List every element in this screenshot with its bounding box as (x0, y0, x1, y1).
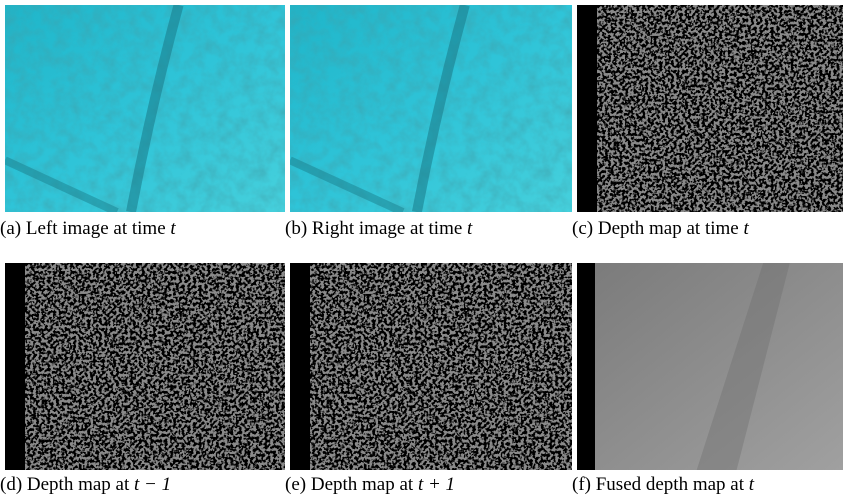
caption: (b) Right image at time t (285, 218, 472, 240)
caption-text: Right image at time (312, 218, 462, 239)
caption-label: (e) (285, 474, 306, 495)
left-band (5, 263, 25, 470)
left-band (577, 5, 597, 212)
holes (5, 263, 285, 470)
panel-image (577, 263, 843, 470)
panel-image (290, 5, 572, 212)
caption: (e) Depth map at t + 1 (285, 474, 455, 496)
panel-image (577, 5, 843, 212)
holes (577, 5, 843, 212)
caption-text: Depth map at time (598, 218, 739, 239)
caption-math: t + 1 (418, 474, 455, 495)
image (5, 5, 285, 212)
image (290, 263, 572, 470)
image (5, 263, 285, 470)
caption-label: (b) (285, 218, 307, 239)
panel-image (290, 263, 572, 470)
panel-image (5, 263, 285, 470)
caption-math: t (749, 474, 754, 495)
caption-math: t (743, 218, 748, 239)
caption: (d) Depth map at t − 1 (0, 474, 171, 496)
image (290, 5, 572, 212)
caption-label: (c) (572, 218, 593, 239)
caption: (a) Left image at time t (0, 218, 176, 240)
caption-math: t (170, 218, 175, 239)
caption: (f) Fused depth map at t (572, 474, 754, 496)
caption-text: Fused depth map at (596, 474, 744, 495)
caption-label: (d) (0, 474, 22, 495)
panel-image (5, 5, 285, 212)
caption-math: t − 1 (134, 474, 171, 495)
caption-label: (a) (0, 218, 21, 239)
image (577, 5, 843, 212)
figure: (a) Left image at time t(b) Right image … (0, 0, 843, 498)
left-band (577, 263, 595, 470)
caption-label: (f) (572, 474, 591, 495)
caption-text: Left image at time (26, 218, 166, 239)
caption-text: Depth map at (27, 474, 129, 495)
image (577, 263, 843, 470)
caption-math: t (467, 218, 472, 239)
caption: (c) Depth map at time t (572, 218, 749, 240)
caption-text: Depth map at (311, 474, 413, 495)
holes (290, 263, 572, 470)
left-band (290, 263, 310, 470)
